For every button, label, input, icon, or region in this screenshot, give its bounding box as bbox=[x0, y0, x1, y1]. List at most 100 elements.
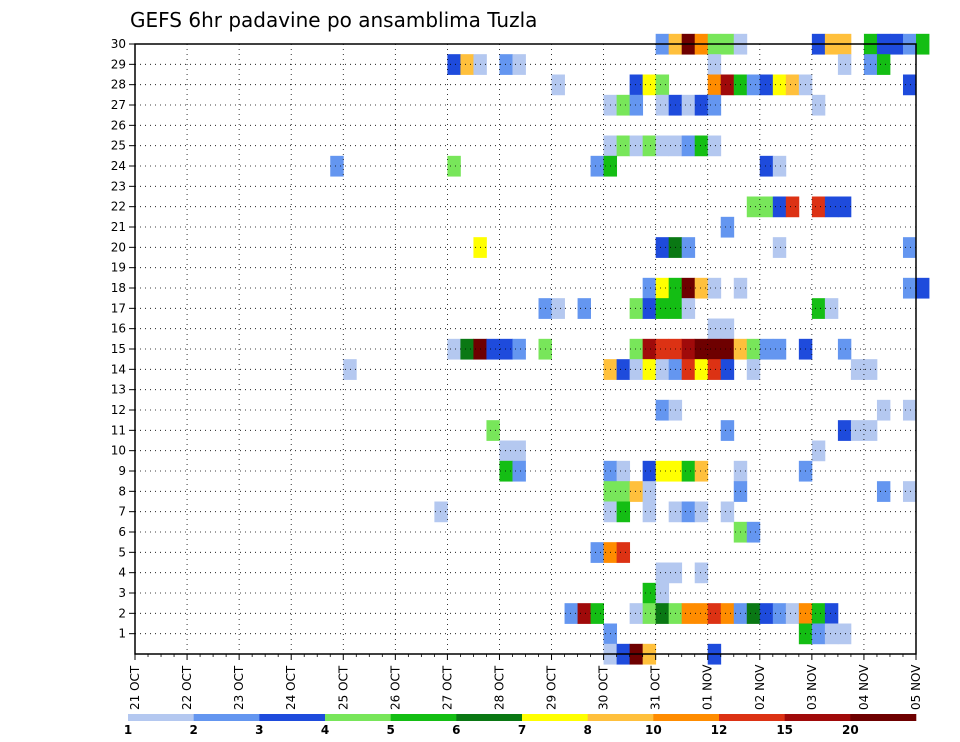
precip-cell bbox=[642, 277, 657, 299]
precip-cell bbox=[642, 603, 657, 624]
legend-swatch bbox=[587, 714, 654, 721]
precip-cell bbox=[499, 440, 513, 462]
y-tick-label: 10 bbox=[111, 444, 126, 458]
x-tick-label: 30 OCT bbox=[597, 665, 611, 710]
precip-cell bbox=[720, 338, 735, 360]
precip-cells bbox=[330, 33, 930, 665]
precip-cell bbox=[785, 74, 800, 96]
precip-cell bbox=[460, 54, 474, 75]
precip-cell bbox=[460, 338, 474, 360]
precip-cell bbox=[655, 582, 670, 604]
precip-cell bbox=[837, 420, 852, 441]
legend-swatch bbox=[390, 714, 457, 721]
precip-cell bbox=[655, 74, 670, 96]
precip-cell bbox=[707, 135, 722, 157]
precip-cell bbox=[330, 155, 344, 177]
precip-cell bbox=[694, 603, 709, 624]
precip-cell bbox=[590, 155, 604, 177]
y-tick-label: 7 bbox=[118, 505, 126, 519]
y-tick-label: 1 bbox=[118, 627, 126, 641]
precip-cell bbox=[694, 460, 709, 482]
x-tick-label: 29 OCT bbox=[545, 665, 559, 710]
legend-label: 10 bbox=[645, 723, 662, 737]
precip-cell bbox=[876, 481, 891, 502]
y-tick-label: 21 bbox=[111, 220, 126, 234]
x-tick-label: 05 NOV bbox=[909, 664, 923, 710]
precip-cell bbox=[707, 359, 722, 380]
legend-swatch bbox=[719, 714, 785, 721]
precip-cell bbox=[876, 399, 891, 421]
precip-cell bbox=[772, 237, 787, 258]
precip-cell bbox=[720, 318, 735, 340]
legend-label: 8 bbox=[583, 723, 591, 737]
precip-cell bbox=[811, 440, 826, 462]
legend-label: 7 bbox=[518, 723, 526, 737]
y-tick-label: 17 bbox=[111, 301, 126, 315]
legend-swatch bbox=[850, 714, 917, 721]
y-tick-label: 29 bbox=[111, 57, 126, 71]
legend-label: 20 bbox=[842, 723, 859, 737]
y-axis: 1234567891011121314151617181920212223242… bbox=[111, 37, 135, 641]
precip-cell bbox=[707, 603, 722, 624]
precip-cell bbox=[499, 338, 513, 360]
precip-cell bbox=[655, 562, 670, 584]
x-axis: 21 OCT 22 OCT 23 OCT 24 OCT 25 OCT 26 OCT 27 O… bbox=[128, 654, 923, 710]
precip-cell bbox=[629, 298, 644, 319]
precip-cell bbox=[616, 460, 631, 482]
y-tick-label: 23 bbox=[111, 179, 126, 193]
precip-cell bbox=[811, 196, 826, 218]
x-tick-label: 03 NOV bbox=[805, 664, 819, 710]
y-tick-label: 27 bbox=[111, 98, 126, 112]
precip-cell bbox=[694, 135, 709, 157]
precip-cell bbox=[694, 359, 709, 380]
precip-cell bbox=[681, 277, 696, 299]
chart-title: GEFS 6hr padavine po ansamblima Tuzla bbox=[130, 8, 537, 32]
precip-cell bbox=[629, 94, 644, 116]
precip-cell bbox=[850, 420, 865, 441]
y-tick-label: 14 bbox=[111, 362, 126, 376]
precip-cell bbox=[447, 338, 461, 360]
precip-cell bbox=[876, 54, 891, 75]
precip-cell bbox=[837, 196, 852, 218]
precip-cell bbox=[916, 33, 930, 55]
precip-cell bbox=[824, 623, 839, 645]
precip-cell bbox=[850, 359, 865, 380]
x-tick-label: 22 OCT bbox=[180, 665, 194, 710]
precip-cell bbox=[343, 359, 357, 380]
precip-cell bbox=[902, 481, 917, 502]
legend-label: 15 bbox=[776, 723, 793, 737]
precip-cell bbox=[720, 74, 735, 96]
precip-cell bbox=[616, 94, 631, 116]
precip-cell bbox=[720, 603, 735, 624]
precip-cell bbox=[655, 277, 670, 299]
legend-swatch bbox=[128, 714, 194, 721]
y-tick-label: 16 bbox=[111, 322, 126, 336]
precip-cell bbox=[694, 338, 709, 360]
precip-cell bbox=[616, 501, 631, 523]
precip-cell bbox=[655, 603, 670, 624]
precip-cell bbox=[655, 94, 670, 116]
precip-cell bbox=[577, 298, 591, 319]
precip-cell bbox=[694, 501, 709, 523]
precip-cell bbox=[720, 420, 735, 441]
precip-cell bbox=[720, 216, 735, 238]
precip-cell bbox=[772, 155, 787, 177]
precip-cell bbox=[759, 338, 774, 360]
precip-cell bbox=[772, 196, 787, 218]
precip-cell bbox=[837, 54, 852, 75]
precip-cell bbox=[629, 481, 644, 502]
precip-cell bbox=[629, 74, 644, 96]
precip-cell bbox=[681, 94, 696, 116]
precip-cell bbox=[499, 54, 513, 75]
y-tick-label: 3 bbox=[118, 586, 126, 600]
precip-cell bbox=[902, 237, 917, 258]
precip-cell bbox=[577, 603, 591, 624]
precip-cell bbox=[499, 460, 513, 482]
precip-cell bbox=[785, 196, 800, 218]
y-tick-label: 28 bbox=[111, 78, 126, 92]
precip-cell bbox=[447, 54, 461, 75]
y-tick-label: 30 bbox=[111, 37, 126, 51]
precip-cell bbox=[642, 460, 657, 482]
precip-cell bbox=[512, 460, 526, 482]
precip-cell bbox=[902, 277, 917, 299]
